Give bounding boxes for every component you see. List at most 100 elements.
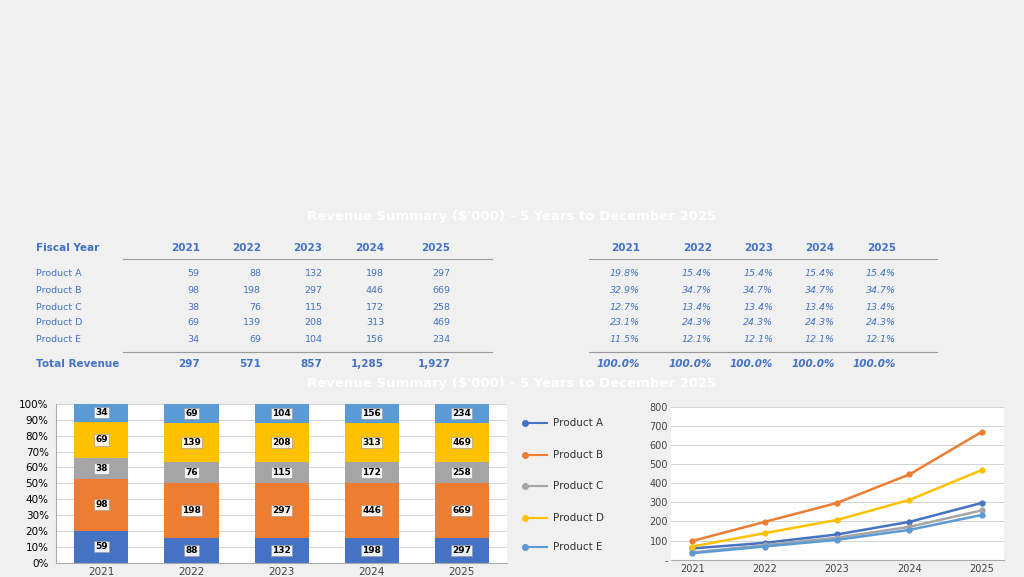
Text: 38: 38 bbox=[187, 303, 200, 312]
Text: 198: 198 bbox=[366, 269, 384, 278]
Text: Revenue Summary ($'000) - 5 Years to December 2025: Revenue Summary ($'000) - 5 Years to Dec… bbox=[307, 210, 717, 223]
Bar bbox=[255, 462, 308, 483]
Text: 2024: 2024 bbox=[806, 243, 835, 253]
Text: 156: 156 bbox=[366, 335, 384, 344]
Bar bbox=[345, 462, 398, 483]
Text: 34: 34 bbox=[187, 335, 200, 344]
Text: 172: 172 bbox=[366, 303, 384, 312]
Text: 2025: 2025 bbox=[867, 243, 896, 253]
Bar bbox=[435, 483, 488, 538]
Bar bbox=[165, 424, 218, 462]
Text: 1,285: 1,285 bbox=[351, 359, 384, 369]
Text: 34: 34 bbox=[95, 408, 108, 417]
Text: 13.4%: 13.4% bbox=[805, 303, 835, 312]
Text: 297: 297 bbox=[272, 506, 291, 515]
Text: 115: 115 bbox=[272, 468, 291, 477]
Bar bbox=[75, 458, 128, 479]
Text: 59: 59 bbox=[95, 542, 108, 551]
Text: 34.7%: 34.7% bbox=[743, 286, 773, 295]
Text: 100.0%: 100.0% bbox=[669, 359, 712, 369]
Text: Product C: Product C bbox=[553, 481, 603, 492]
Text: 15.4%: 15.4% bbox=[682, 269, 712, 278]
Text: 24.3%: 24.3% bbox=[805, 318, 835, 327]
Text: 446: 446 bbox=[366, 286, 384, 295]
Bar bbox=[345, 483, 398, 538]
Text: 156: 156 bbox=[362, 409, 381, 418]
Bar bbox=[75, 403, 128, 422]
Text: 100.0%: 100.0% bbox=[597, 359, 640, 369]
Text: 69: 69 bbox=[185, 409, 198, 418]
Text: 76: 76 bbox=[249, 303, 261, 312]
Bar bbox=[345, 404, 398, 423]
Text: 2021: 2021 bbox=[611, 243, 640, 253]
Text: 2024: 2024 bbox=[355, 243, 384, 253]
Text: 469: 469 bbox=[453, 438, 471, 447]
Text: 172: 172 bbox=[362, 468, 381, 477]
Text: 297: 297 bbox=[432, 269, 451, 278]
Text: 34.7%: 34.7% bbox=[682, 286, 712, 295]
Text: 100.0%: 100.0% bbox=[730, 359, 773, 369]
Text: 24.3%: 24.3% bbox=[866, 318, 896, 327]
Text: 2023: 2023 bbox=[294, 243, 323, 253]
Bar bbox=[345, 538, 398, 563]
Text: 24.3%: 24.3% bbox=[743, 318, 773, 327]
Text: 34.7%: 34.7% bbox=[866, 286, 896, 295]
Text: 100.0%: 100.0% bbox=[792, 359, 835, 369]
Text: 69: 69 bbox=[95, 436, 108, 444]
Text: 115: 115 bbox=[304, 303, 323, 312]
Text: 198: 198 bbox=[182, 506, 201, 515]
Text: 15.4%: 15.4% bbox=[805, 269, 835, 278]
Text: 297: 297 bbox=[304, 286, 323, 295]
Text: 258: 258 bbox=[453, 468, 471, 477]
Text: Product D: Product D bbox=[36, 318, 82, 327]
Bar bbox=[165, 404, 218, 424]
Bar bbox=[255, 404, 308, 424]
Text: Product B: Product B bbox=[36, 286, 81, 295]
Text: 15.4%: 15.4% bbox=[866, 269, 896, 278]
Text: 12.1%: 12.1% bbox=[682, 335, 712, 344]
Text: 13.4%: 13.4% bbox=[682, 303, 712, 312]
Text: 234: 234 bbox=[453, 409, 471, 418]
Text: 88: 88 bbox=[185, 546, 198, 555]
Text: 2021: 2021 bbox=[171, 243, 200, 253]
Text: 857: 857 bbox=[301, 359, 323, 369]
Text: 15.4%: 15.4% bbox=[743, 269, 773, 278]
Bar bbox=[165, 538, 218, 563]
Text: 208: 208 bbox=[304, 318, 323, 327]
Text: 12.7%: 12.7% bbox=[610, 303, 640, 312]
Text: Product E: Product E bbox=[553, 542, 602, 552]
Text: 234: 234 bbox=[432, 335, 451, 344]
Text: 669: 669 bbox=[453, 506, 471, 515]
Text: 208: 208 bbox=[272, 438, 291, 447]
Text: 12.1%: 12.1% bbox=[866, 335, 896, 344]
Text: 313: 313 bbox=[366, 318, 384, 327]
Text: 469: 469 bbox=[432, 318, 451, 327]
Bar bbox=[435, 423, 488, 462]
Text: 11.5%: 11.5% bbox=[610, 335, 640, 344]
Bar bbox=[165, 462, 218, 483]
Bar bbox=[345, 423, 398, 462]
Text: 1,927: 1,927 bbox=[418, 359, 451, 369]
Text: Revenue Summary ($'000) - 5 Years to December 2025: Revenue Summary ($'000) - 5 Years to Dec… bbox=[307, 377, 717, 389]
Bar bbox=[75, 422, 128, 458]
Text: 132: 132 bbox=[304, 269, 323, 278]
Text: Product D: Product D bbox=[553, 513, 604, 523]
Bar bbox=[255, 538, 308, 563]
Text: 198: 198 bbox=[362, 546, 381, 555]
Bar bbox=[255, 424, 308, 462]
Text: 12.1%: 12.1% bbox=[805, 335, 835, 344]
Text: Product E: Product E bbox=[36, 335, 81, 344]
Text: 2023: 2023 bbox=[744, 243, 773, 253]
Text: Total Revenue: Total Revenue bbox=[36, 359, 119, 369]
Text: 88: 88 bbox=[249, 269, 261, 278]
Text: 2022: 2022 bbox=[683, 243, 712, 253]
Text: 69: 69 bbox=[187, 318, 200, 327]
Text: 38: 38 bbox=[95, 464, 108, 473]
Text: 297: 297 bbox=[453, 546, 471, 555]
Text: 69: 69 bbox=[249, 335, 261, 344]
Text: 2025: 2025 bbox=[422, 243, 451, 253]
Text: 34.7%: 34.7% bbox=[805, 286, 835, 295]
Text: 76: 76 bbox=[185, 468, 198, 477]
Text: 59: 59 bbox=[187, 269, 200, 278]
Text: 571: 571 bbox=[240, 359, 261, 369]
